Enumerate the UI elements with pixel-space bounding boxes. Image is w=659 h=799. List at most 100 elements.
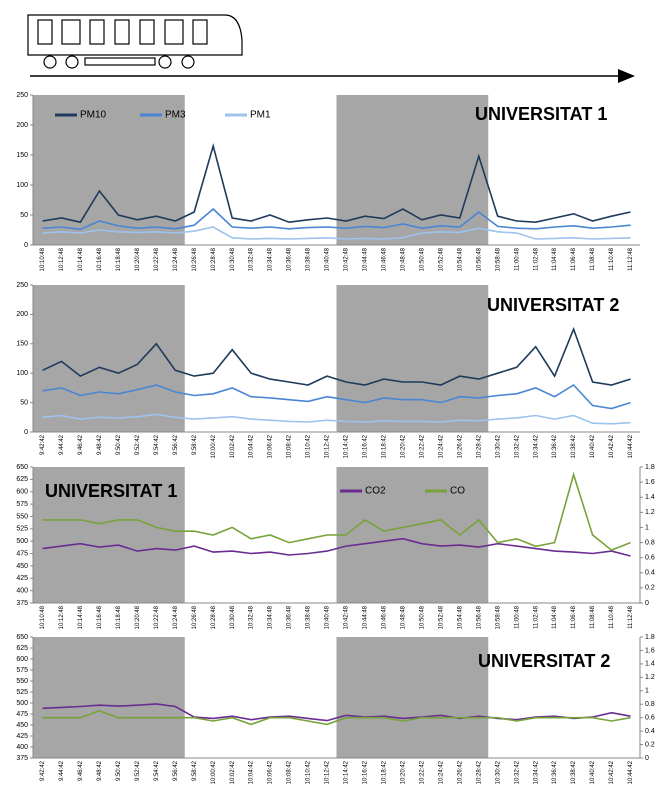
arrow-head [618,69,635,83]
y2-tick-label: 1.6 [645,647,655,654]
x-tick-label: 10:32:42 [514,760,520,784]
x-tick-label: 10:12:48 [59,605,65,629]
x-tick-label: 10:20:42 [400,434,406,458]
y2-tick-label: 0.8 [645,539,655,546]
y-tick-label: 650 [16,634,28,641]
x-tick-label: 10:08:42 [287,434,293,458]
x-tick-label: 10:48:48 [400,605,406,629]
x-tick-label: 11:02:48 [533,605,539,629]
y2-tick-label: 1 [645,688,649,695]
y2-tick-label: 1.4 [645,661,655,668]
x-tick-label: 10:10:42 [306,434,312,458]
legend-label: PM1 [250,110,271,121]
shaded-section [33,637,185,758]
x-tick-label: 10:30:48 [230,605,236,629]
x-tick-label: 11:06:48 [571,247,577,271]
x-tick-label: 10:44:42 [628,434,634,458]
y-tick-label: 475 [16,711,28,718]
x-tick-label: 10:50:48 [419,247,425,271]
x-tick-label: 10:50:48 [419,605,425,629]
y-tick-label: 650 [16,464,28,471]
x-tick-label: 10:44:48 [363,605,369,629]
x-tick-label: 9:58:42 [192,760,198,781]
x-tick-label: 10:20:48 [135,605,141,629]
y-tick-label: 575 [16,501,28,508]
x-tick-label: 10:28:48 [211,605,217,629]
x-tick-label: 11:10:48 [609,247,615,271]
x-tick-label: 9:50:42 [116,434,122,455]
y-tick-label: 500 [16,700,28,707]
y-tick-label: 0 [24,242,28,249]
x-tick-label: 10:32:48 [249,605,255,629]
y2-tick-label: 0 [645,755,649,762]
x-tick-label: 9:56:42 [173,434,179,455]
x-tick-label: 9:58:42 [192,434,198,455]
x-tick-label: 11:02:48 [533,247,539,271]
x-tick-label: 10:06:42 [268,434,274,458]
x-tick-label: 10:18:42 [382,434,388,458]
y-tick-label: 400 [16,587,28,594]
x-tick-label: 10:16:48 [97,247,103,271]
y-tick-label: 625 [16,476,28,483]
x-tick-label: 9:44:42 [59,434,65,455]
x-tick-label: 10:38:48 [306,605,312,629]
x-tick-label: 10:02:42 [230,434,236,458]
x-tick-label: 10:52:48 [438,605,444,629]
x-tick-label: 10:12:48 [59,247,65,271]
x-tick-label: 10:42:48 [344,247,350,271]
x-tick-label: 10:46:48 [382,247,388,271]
x-tick-label: 10:22:42 [419,434,425,458]
y-tick-label: 550 [16,513,28,520]
x-tick-label: 10:18:48 [116,605,122,629]
x-tick-label: 11:04:48 [552,247,558,271]
y-tick-label: 375 [16,600,28,607]
x-tick-label: 10:38:42 [571,434,577,458]
y2-tick-label: 0.8 [645,701,655,708]
x-tick-label: 10:22:42 [419,760,425,784]
x-tick-label: 10:18:42 [382,760,388,784]
x-tick-label: 10:30:42 [495,760,501,784]
x-tick-label: 10:14:48 [78,247,84,271]
x-tick-label: 9:54:42 [154,760,160,781]
x-tick-label: 10:24:42 [438,434,444,458]
x-tick-label: 11:12:48 [628,247,634,271]
x-tick-label: 10:42:42 [609,434,615,458]
y-tick-label: 150 [16,152,28,159]
x-tick-label: 10:10:48 [40,605,46,629]
x-tick-label: 10:58:48 [495,247,501,271]
y2-tick-label: 1.8 [645,464,655,471]
shaded-section [337,285,489,432]
x-tick-label: 10:04:42 [249,760,255,784]
x-tick-label: 9:56:42 [173,760,179,781]
y-tick-label: 250 [16,282,28,289]
x-tick-label: 10:08:42 [287,760,293,784]
chart-title: UNIVERSITAT 1 [45,481,177,501]
y-tick-label: 475 [16,550,28,557]
x-tick-label: 11:08:48 [590,247,596,271]
x-tick-label: 11:10:48 [609,605,615,629]
y-tick-label: 50 [20,399,28,406]
shaded-section [337,637,489,758]
x-tick-label: 9:48:42 [97,760,103,781]
x-tick-label: 10:40:42 [590,434,596,458]
y-tick-label: 375 [16,755,28,762]
x-tick-label: 10:16:48 [97,605,103,629]
x-tick-label: 10:06:42 [268,760,274,784]
x-tick-label: 10:40:48 [325,605,331,629]
x-tick-label: 10:22:48 [154,247,160,271]
legend-label: CO2 [365,486,386,497]
x-tick-label: 10:26:48 [192,247,198,271]
x-tick-label: 10:12:42 [325,434,331,458]
y-tick-label: 100 [16,182,28,189]
x-tick-label: 10:28:48 [211,247,217,271]
x-tick-label: 10:26:42 [457,434,463,458]
train-icon [28,15,242,68]
x-tick-label: 10:58:48 [495,605,501,629]
x-tick-label: 10:10:42 [306,760,312,784]
x-tick-label: 10:24:42 [438,760,444,784]
x-tick-label: 10:38:42 [571,760,577,784]
x-tick-label: 10:22:48 [154,605,160,629]
x-tick-label: 10:44:48 [363,247,369,271]
shaded-section [33,95,185,245]
x-tick-label: 10:34:42 [533,434,539,458]
